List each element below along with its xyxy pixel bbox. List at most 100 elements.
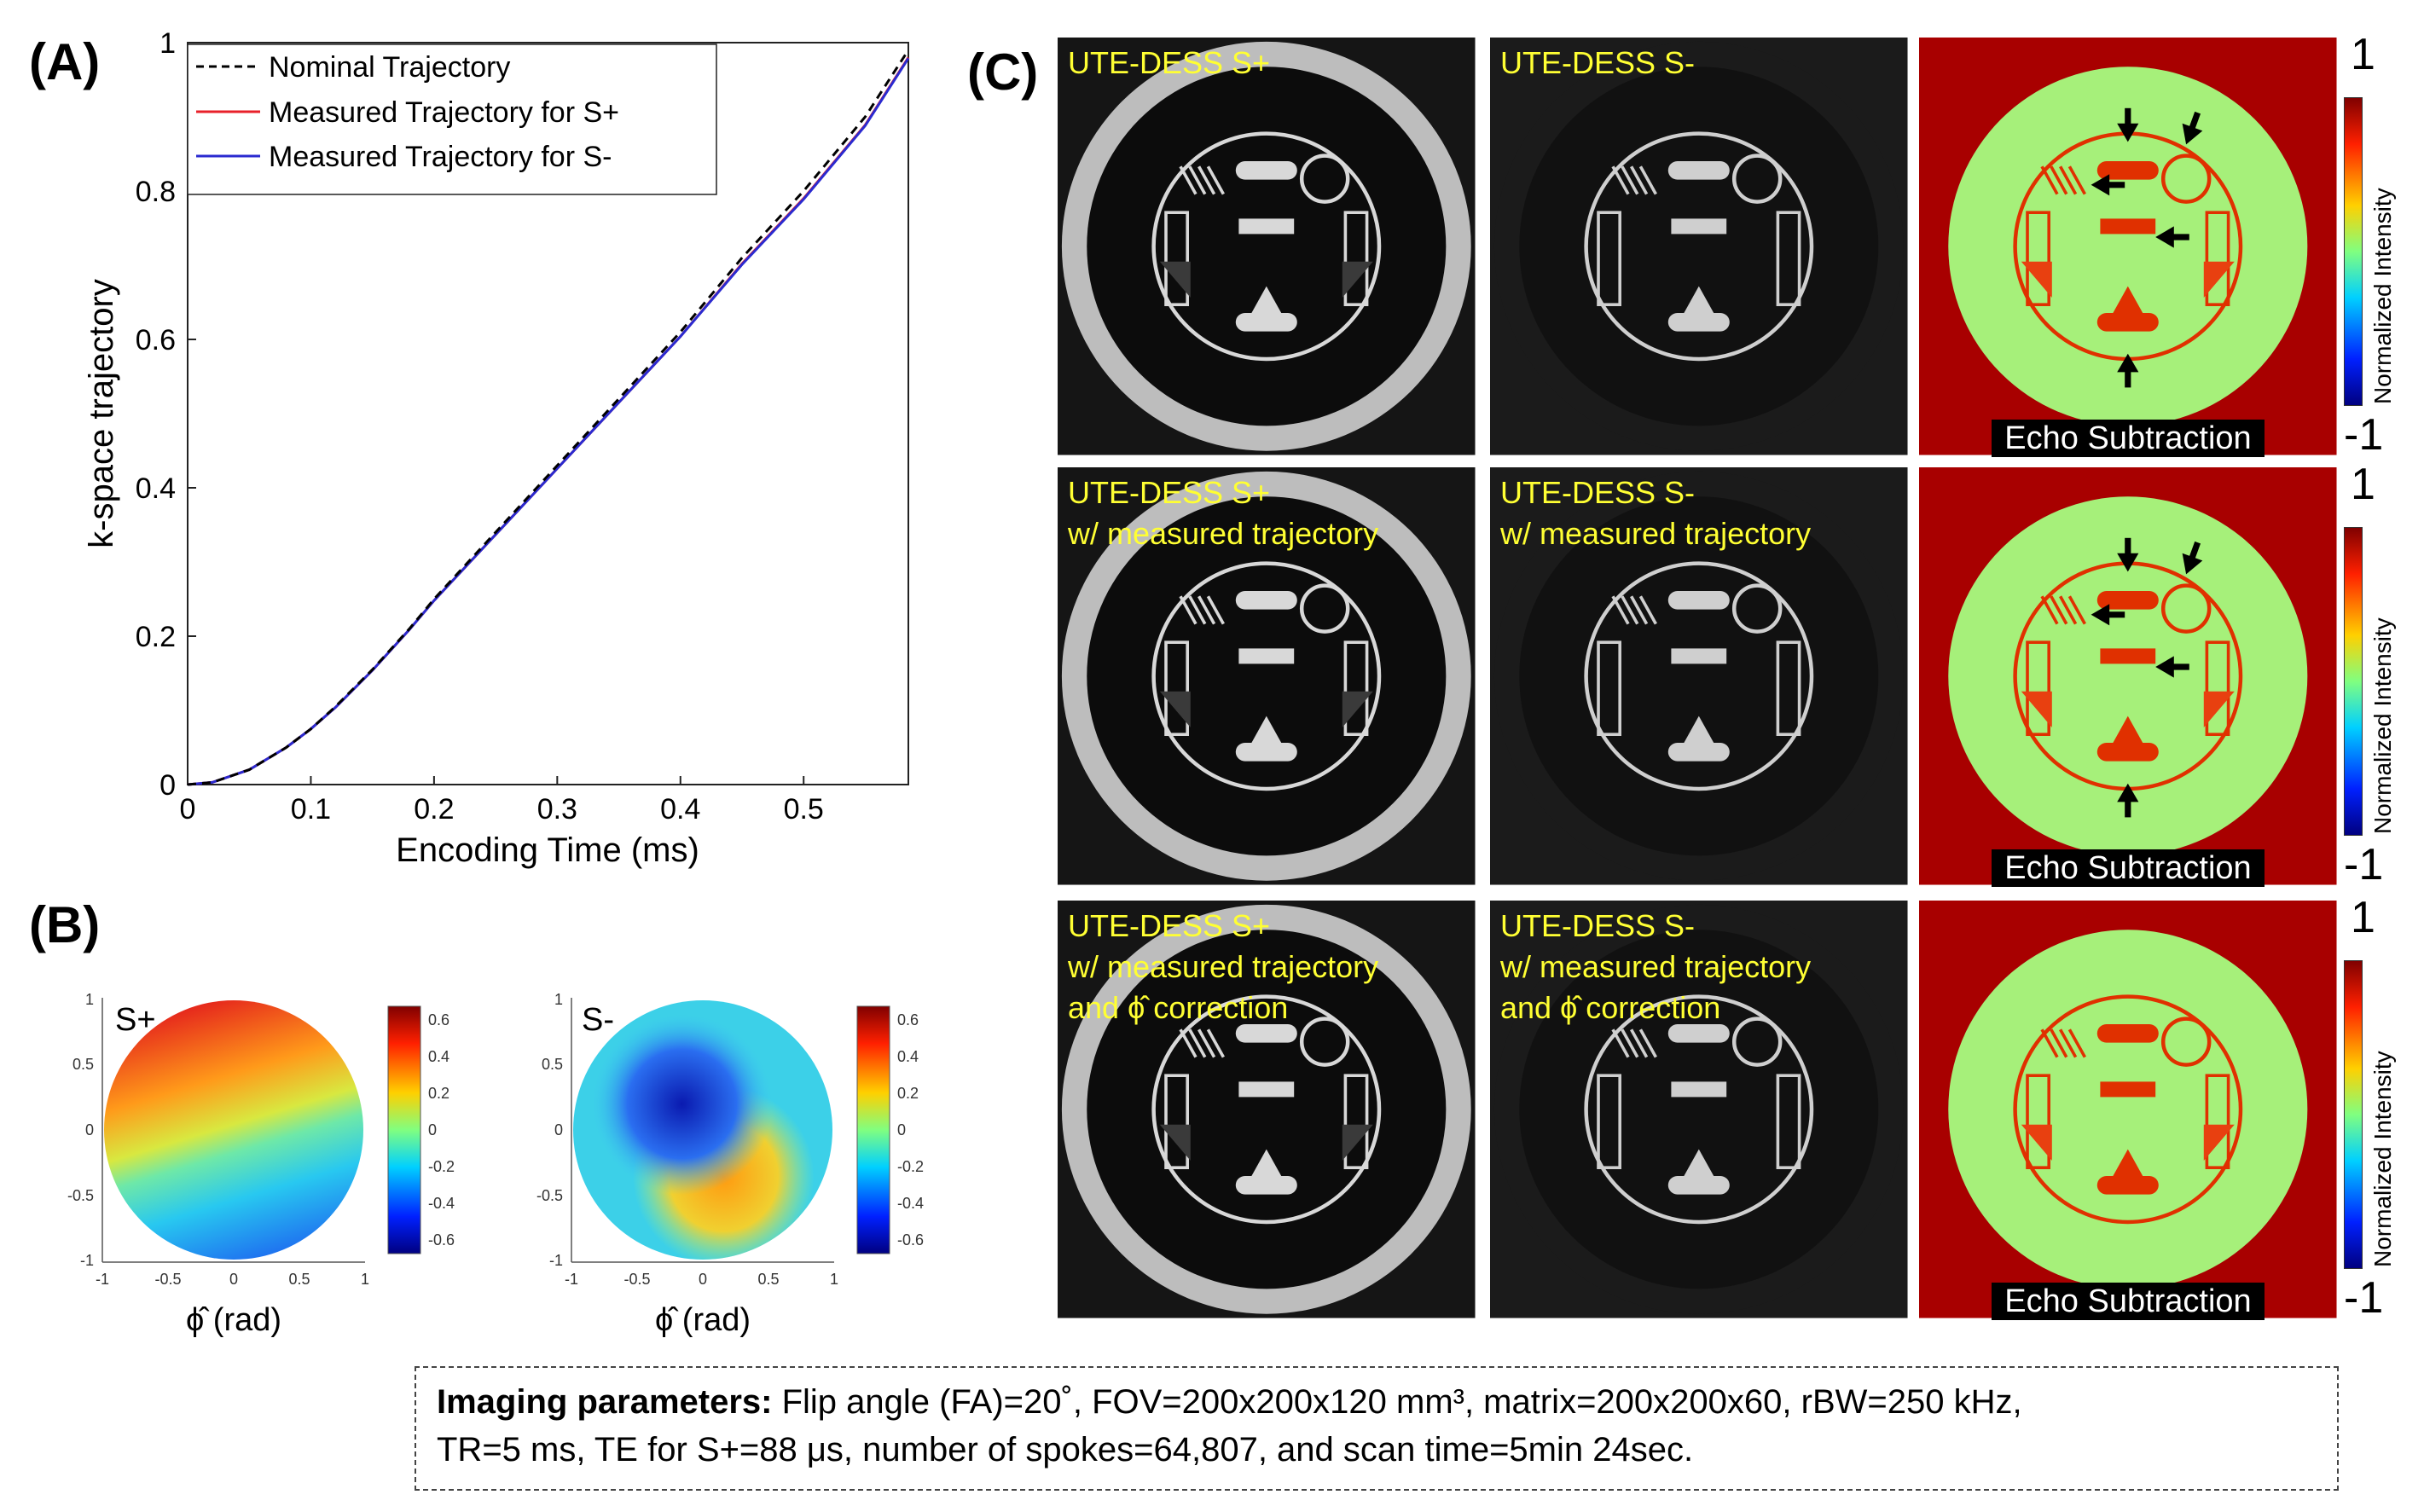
ytick: -1 [549,1252,563,1269]
colorbar-max: 1 [2351,460,2375,509]
y-tick-label: 0.4 [136,472,176,505]
chart-xlabel: Encoding Time (ms) [396,831,699,869]
xtick: 1 [361,1271,369,1288]
cbar-tick: -0.6 [897,1231,924,1248]
cbar-tick: 0 [897,1121,906,1138]
colorbar-min: -1 [2344,410,2384,460]
mri-label: UTE-DESS S+ w/ measured trajectory and ϕ̂ … [1068,906,1378,1028]
mri-label-line: UTE-DESS S+ [1068,45,1271,80]
phase-map-sminus: S- 1 0.5 0 -0.5 -1 -1 -0.5 0 0.5 1 ϕ̂ (r… [536,991,924,1338]
mri-diff-row-1: Echo Subtraction [1919,38,2337,459]
trajectory-chart: 0 0.1 0.2 0.3 0.4 0.5 0 0.2 0.4 0.6 0.8 1 Nominal T… [83,27,910,869]
normalized-intensity-colorbar [2344,960,2363,1269]
colorbar-label: Normalized Intensity [2369,188,2396,404]
panel-label-b: (B) [29,896,101,953]
xtick: -0.5 [623,1271,650,1288]
cbar-tick: -0.6 [428,1231,455,1248]
y-tick-label: 0.8 [136,176,176,208]
x-tick-label: 0.3 [537,793,577,826]
phantom-image [1058,467,1476,885]
cbar-tick: 0 [428,1121,437,1138]
xtick: -1 [565,1271,578,1288]
mri-diff-row-3: Echo Subtraction [1919,901,2337,1322]
y-tick-label: 1 [159,27,176,60]
xtick: 0 [229,1271,238,1288]
mri-splus-row-3: UTE-DESS S+ w/ measured trajectory and ϕ̂ … [1058,901,1476,1322]
phase-disk-splus [104,1000,363,1260]
panel-label-c: (C) [967,43,1039,101]
phantom-image [1490,467,1908,885]
mri-label-line: UTE-DESS S- [1500,475,1696,510]
y-tick-label: 0.6 [136,324,176,356]
x-tick-label: 0 [180,793,196,826]
phase-label-splus: S+ [115,1002,156,1038]
legend-label-sminus: Measured Trajectory for S- [269,141,612,173]
phantom-image [1490,38,1908,455]
mri-sminus-row-1: UTE-DESS S- [1490,38,1908,459]
colorbar-max: 1 [2351,893,2375,942]
y-tick-label: 0.2 [136,621,176,653]
mri-label: UTE-DESS S+ w/ measured trajectory [1068,472,1378,554]
normalized-intensity-colorbar [2344,527,2363,836]
cbar-tick: 0.4 [897,1048,919,1065]
mri-splus-row-2: UTE-DESS S+ w/ measured trajectory [1058,467,1476,889]
y-tick-label: 0 [159,769,176,802]
cbar-tick: -0.2 [897,1158,924,1175]
phantom-image [1058,38,1476,455]
legend-label-splus: Measured Trajectory for S+ [269,96,619,129]
ytick: 0.5 [72,1056,94,1073]
cbar-tick: -0.2 [428,1158,455,1175]
ytick: -1 [80,1252,94,1269]
phase-xlabel-sminus: ϕ̂ (rad) [655,1302,751,1338]
colorbar-label: Normalized Intensity [2369,617,2396,834]
cbar-tick: 0.6 [428,1011,449,1028]
echo-subtraction-label: Echo Subtraction [1992,420,2265,457]
mri-label-line: UTE-DESS S- [1500,45,1696,80]
xtick: -1 [96,1271,109,1288]
colorbar-min: -1 [2344,840,2384,889]
panel-label-a: (A) [29,33,101,90]
phase-xlabel-splus: ϕ̂ (rad) [186,1302,281,1338]
mri-label-line: w/ measured trajectory [1500,949,1812,984]
mri-label-line: w/ measured trajectory [1068,949,1379,984]
phantom-image [1919,901,2337,1318]
mri-splus-row-1: UTE-DESS S+ [1058,38,1476,459]
cbar-tick: 0.2 [897,1085,919,1102]
colorbar-splus [387,1005,421,1254]
mri-label: UTE-DESS S-w/ measured trajectory [1500,472,1811,554]
phantom-image [1490,901,1908,1318]
cbar-tick: -0.4 [897,1195,924,1212]
x-tick-label: 0.5 [784,793,824,826]
mri-diff-row-2: Echo Subtraction [1919,467,2337,889]
mri-sminus-row-3: UTE-DESS S-w/ measured trajectory and ϕ̂ … [1490,901,1908,1322]
xtick: -0.5 [154,1271,181,1288]
colorbar-label: Normalized Intensity [2369,1051,2396,1267]
caption-line-1: Imaging parameters: Flip angle (FA)=20˚,… [437,1378,2317,1426]
imaging-parameters-caption: Imaging parameters: Flip angle (FA)=20˚,… [415,1366,2339,1491]
series-line-nominal [187,49,910,786]
image-grid: UTE-DESS S+ UTE-DESS S- Echo Subtraction 1-… [1058,30,2422,1334]
legend-label-nominal: Nominal Trajectory [269,51,510,84]
cbar-tick: 0.4 [428,1048,449,1065]
mri-label-line: w/ measured trajectory [1068,516,1379,551]
ytick: 0.5 [542,1056,563,1073]
ytick: 0 [85,1121,94,1138]
colorbar-min: -1 [2344,1273,2384,1323]
x-tick-label: 0.4 [660,793,700,826]
x-tick-label: 0.2 [414,793,454,826]
phase-disk-sminus [573,1000,832,1260]
mri-label-line: UTE-DESS S- [1500,908,1696,943]
phase-label-sminus: S- [582,1002,614,1038]
ytick: 1 [554,991,563,1008]
ytick: 1 [85,991,94,1008]
xtick: 0.5 [757,1271,779,1288]
echo-subtraction-label: Echo Subtraction [1992,1283,2265,1320]
phase-maps: S+ 1 0.5 0 -0.5 -1 -1 -0.5 0 0.5 1 ϕ̂ (r… [67,991,924,1338]
cbar-tick: 0.2 [428,1085,449,1102]
mri-label-line: UTE-DESS S+ [1068,475,1271,510]
mri-label-line: UTE-DESS S+ [1068,908,1271,943]
colorbar-max: 1 [2351,30,2375,79]
ytick: 0 [554,1121,563,1138]
mri-label: UTE-DESS S-w/ measured trajectory and ϕ̂ … [1500,906,1811,1028]
chart-ylabel: k-space trajectory [83,279,120,548]
